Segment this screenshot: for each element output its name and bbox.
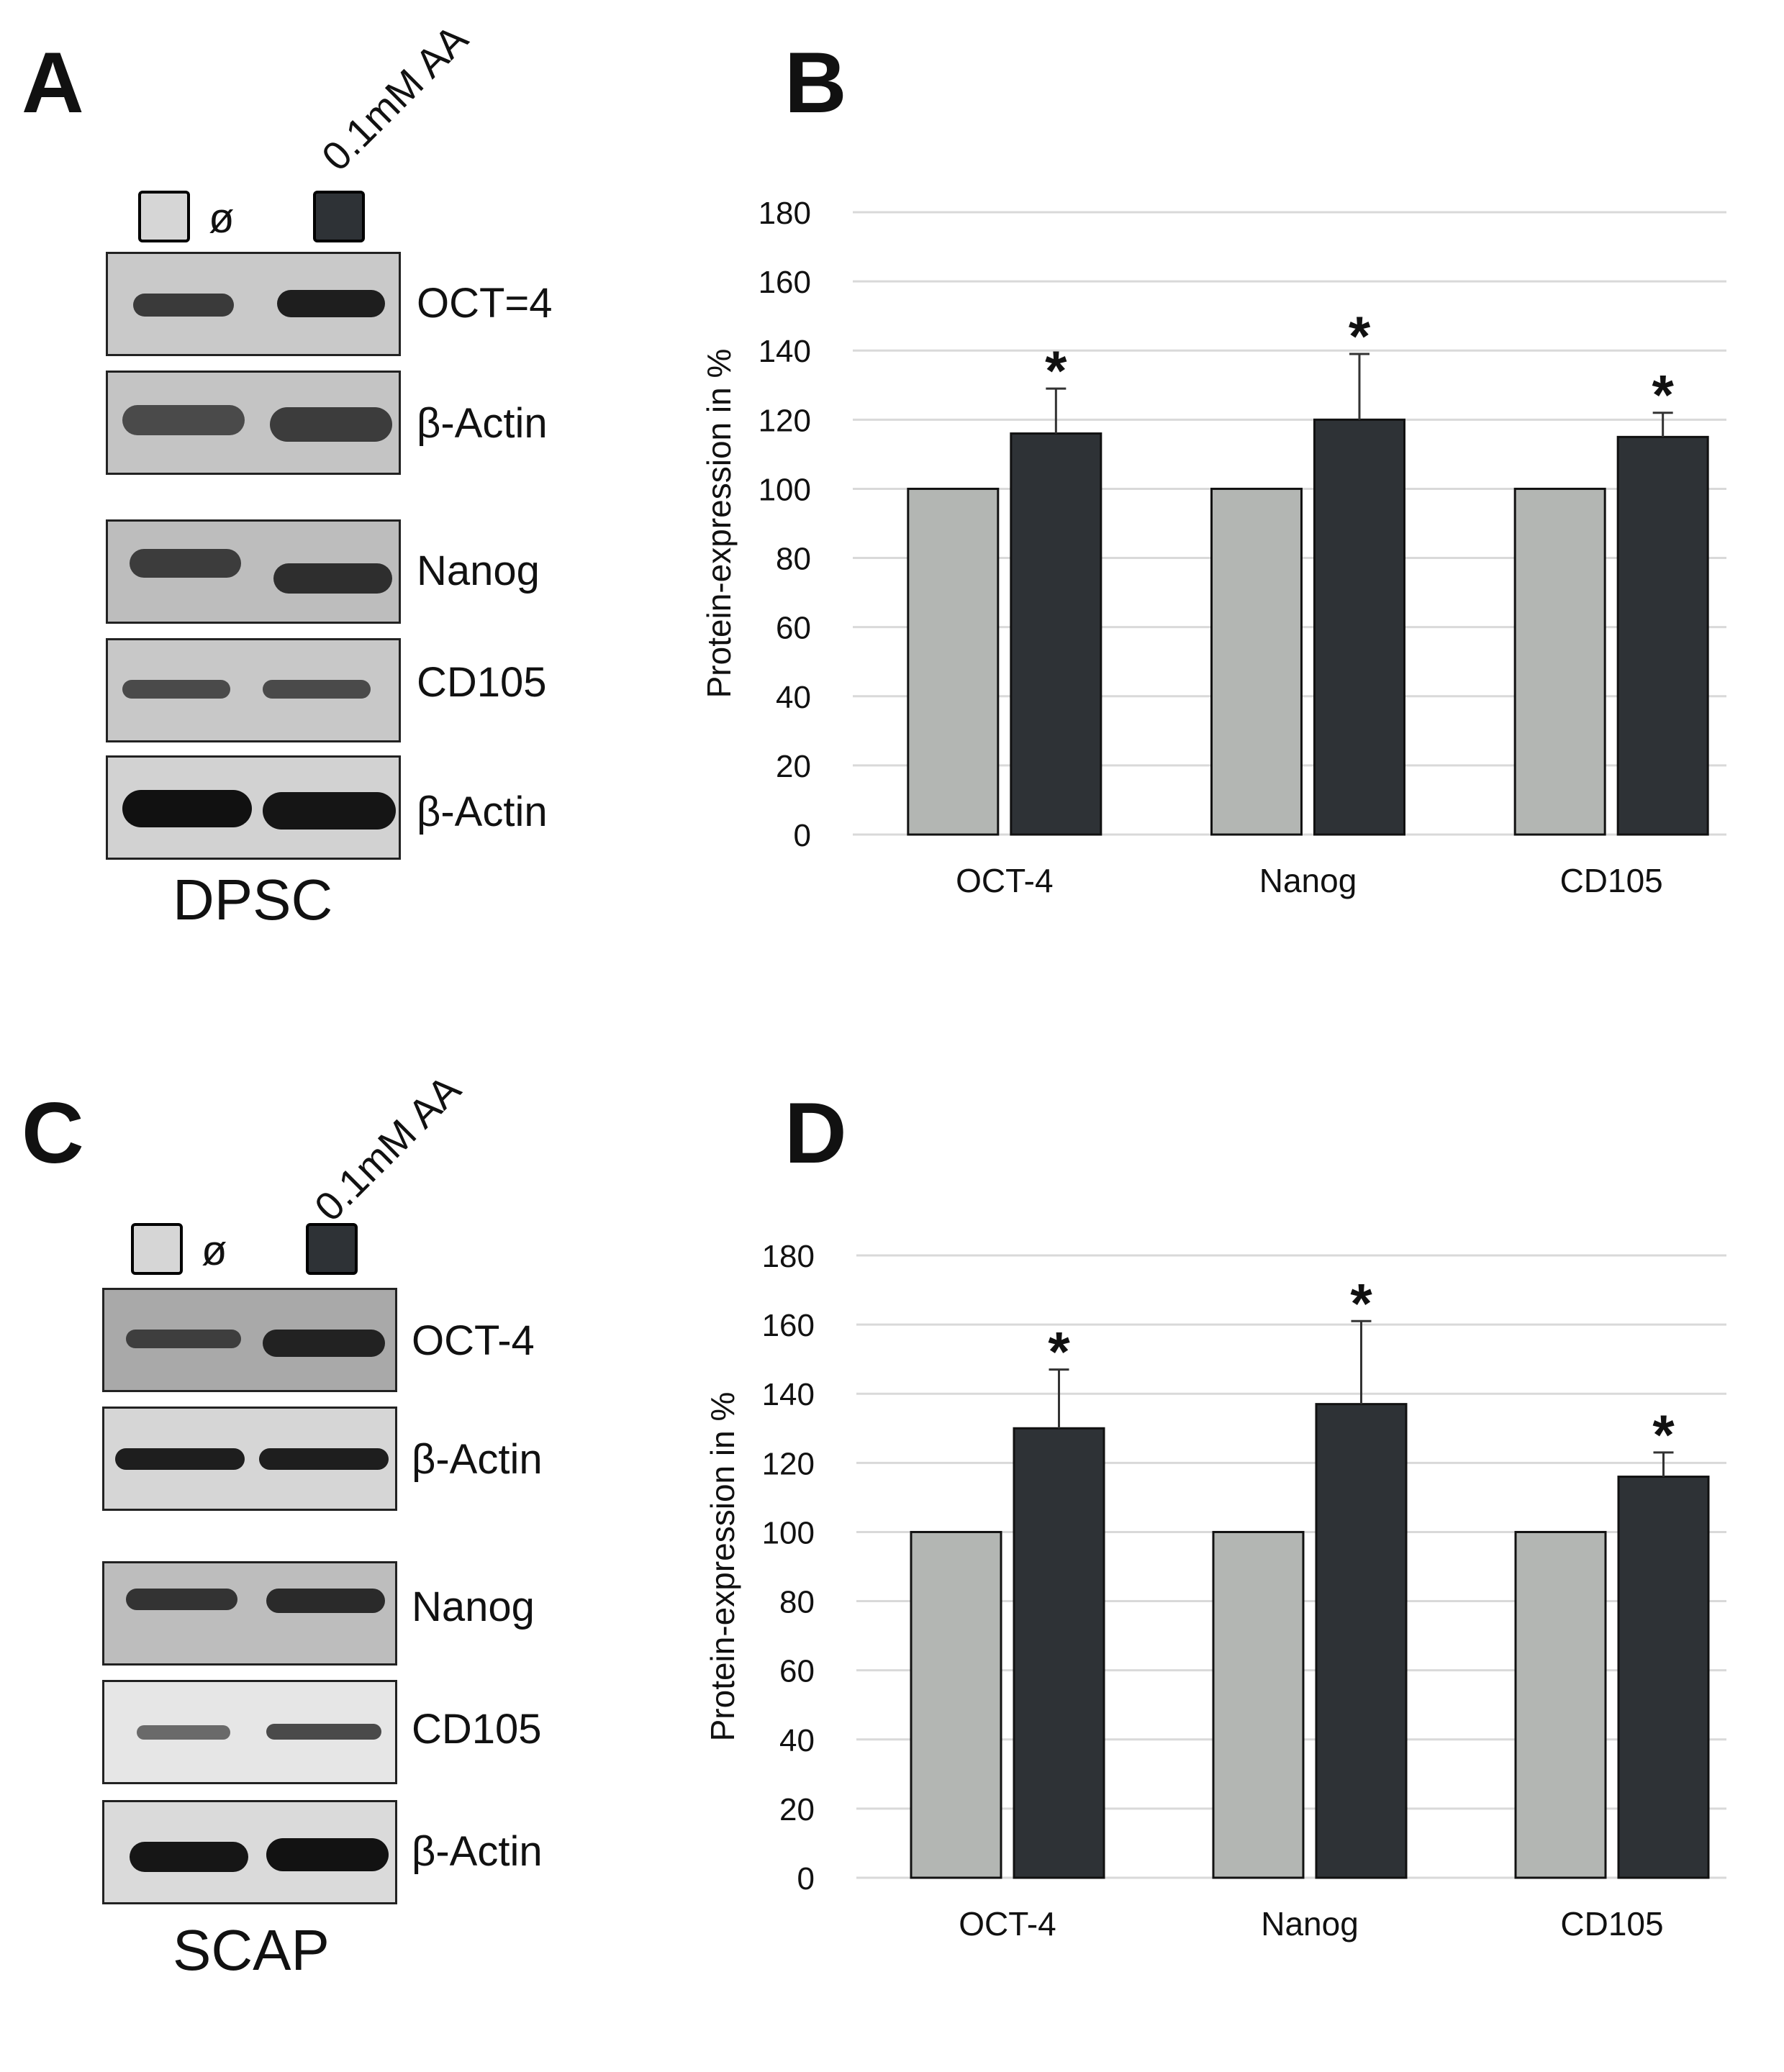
bar-control: [910, 1530, 1002, 1879]
blot-actin-a1: [106, 371, 401, 475]
y-tick-label: 120: [759, 403, 811, 438]
bar-chart-d: 0 20 40 60 80 100 120 140 160 180 Protein-expressi…: [704, 1239, 1726, 1942]
bar-treatment: [1010, 432, 1102, 836]
y-tick-label: 160: [762, 1308, 815, 1343]
x-tick-label: CD105: [1560, 1905, 1663, 1942]
y-axis-label: Protein-expression in %: [704, 1392, 741, 1742]
blot-actin-a2: [106, 755, 401, 860]
blot-nanog-c: [102, 1561, 397, 1666]
control-symbol-a: ø: [209, 195, 235, 242]
y-tick-label: 0: [797, 1861, 815, 1896]
y-tick-label: 60: [776, 611, 811, 646]
blot-label: Nanog: [417, 547, 540, 594]
significance-marker: *: [1652, 1403, 1675, 1466]
bar-treatment: [1313, 418, 1405, 836]
control-swatch-a: [138, 191, 190, 242]
blot-label: CD105: [417, 659, 547, 706]
treatment-swatch-a: [313, 191, 365, 242]
bar-treatment: [1616, 435, 1709, 836]
control-symbol-c: ø: [202, 1227, 227, 1274]
blot-nanog-a: [106, 519, 401, 624]
blot-label: CD105: [412, 1706, 542, 1753]
significance-marker: *: [1048, 1320, 1070, 1383]
y-tick-label: 180: [759, 196, 811, 231]
x-tick-label: Nanog: [1261, 1905, 1359, 1942]
blot-oct4-c: [102, 1288, 397, 1392]
blot-cd105-c: [102, 1680, 397, 1784]
blot-oct4-a: [106, 252, 401, 356]
treatment-label-c: 0.1mM AA: [305, 1066, 469, 1230]
bar-control: [907, 487, 1000, 836]
bar-treatment: [1013, 1427, 1105, 1879]
cell-type-a: DPSC: [173, 868, 333, 932]
y-tick-label: 140: [762, 1377, 815, 1412]
x-tick-label: CD105: [1560, 862, 1663, 899]
y-tick-label: 40: [776, 680, 811, 715]
blot-cd105-a: [106, 638, 401, 742]
blot-label: β-Actin: [417, 789, 548, 835]
panel-letter-d: D: [784, 1085, 847, 1181]
control-swatch-c: [131, 1223, 183, 1275]
blot-label: β-Actin: [412, 1436, 543, 1483]
cell-type-c: SCAP: [173, 1918, 330, 1982]
bar-control: [1514, 1530, 1607, 1879]
y-tick-label: 80: [776, 542, 811, 577]
y-tick-label: 20: [779, 1792, 815, 1827]
bar-chart-b: 0 20 40 60 80 100 120 140 160 180 Protein-expressi…: [700, 196, 1726, 899]
y-tick-label: 100: [762, 1515, 815, 1550]
y-tick-label: 140: [759, 334, 811, 369]
treatment-label-a: 0.1mM AA: [312, 16, 476, 180]
x-tick-label: Nanog: [1259, 862, 1357, 899]
blot-actin-c2: [102, 1800, 397, 1904]
y-tick-label: 60: [779, 1654, 815, 1689]
x-tick-label: OCT-4: [959, 1905, 1056, 1942]
blot-label: β-Actin: [412, 1828, 543, 1875]
y-tick-label: 100: [759, 472, 811, 507]
panel-letter-b: B: [784, 35, 847, 131]
panel-letter-c: C: [22, 1085, 84, 1181]
blot-label: OCT=4: [417, 280, 553, 327]
blot-actin-c1: [102, 1407, 397, 1511]
significance-marker: *: [1349, 304, 1371, 368]
significance-marker: *: [1652, 363, 1674, 427]
y-tick-label: 120: [762, 1446, 815, 1481]
treatment-swatch-c: [306, 1223, 358, 1275]
blot-label: Nanog: [412, 1583, 535, 1630]
y-tick-label: 20: [776, 749, 811, 784]
bar-control: [1210, 487, 1303, 836]
significance-marker: *: [1045, 339, 1067, 402]
x-tick-label: OCT-4: [956, 862, 1053, 899]
y-tick-label: 80: [779, 1585, 815, 1620]
y-tick-label: 40: [779, 1723, 815, 1758]
y-axis-label: Protein-expression in %: [700, 349, 738, 699]
bar-control: [1212, 1530, 1305, 1879]
significance-marker: *: [1350, 1271, 1372, 1335]
blot-label: OCT-4: [412, 1317, 535, 1364]
panel-letter-a: A: [22, 35, 84, 131]
bar-treatment: [1617, 1476, 1710, 1879]
bar-control: [1513, 487, 1606, 836]
blot-label: β-Actin: [417, 400, 548, 447]
y-tick-label: 160: [759, 265, 811, 300]
y-tick-label: 180: [762, 1239, 815, 1274]
y-tick-label: 0: [794, 818, 811, 853]
bar-treatment: [1315, 1403, 1408, 1879]
